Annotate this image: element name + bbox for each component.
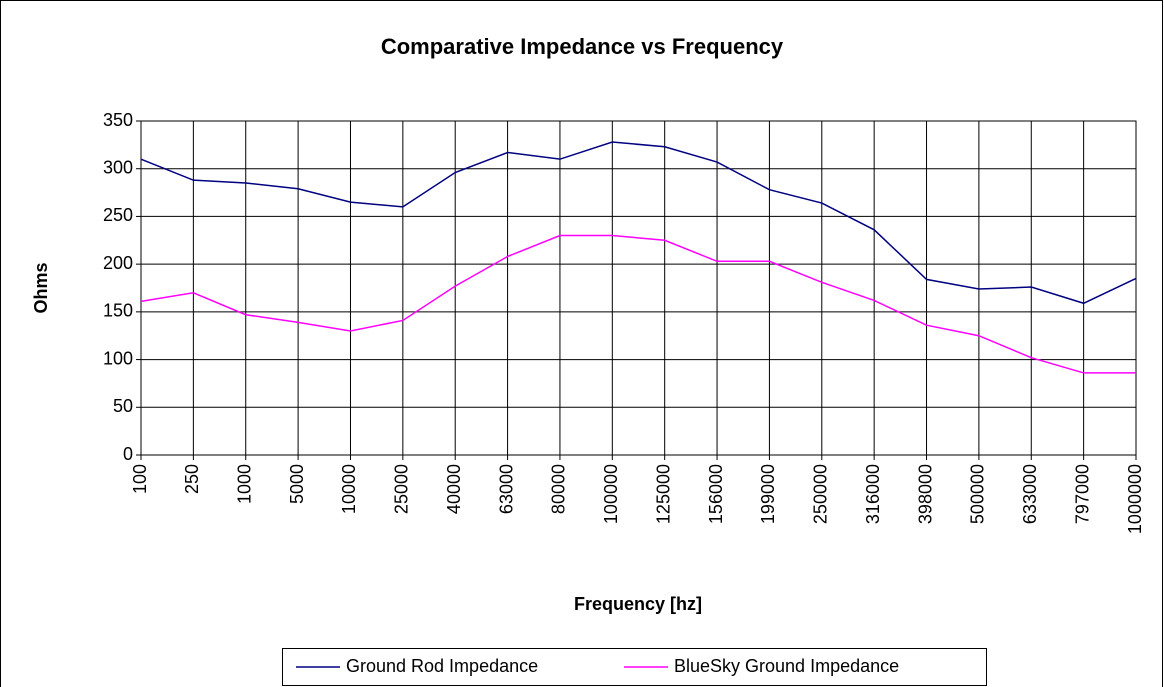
x-tick-label: 1000000 xyxy=(1125,464,1145,534)
x-tick-label: 633000 xyxy=(1020,464,1040,524)
x-tick-label: 100000 xyxy=(601,464,621,524)
x-tick-label: 500000 xyxy=(968,464,988,524)
y-tick-label: 250 xyxy=(103,205,133,225)
x-tick-label: 199000 xyxy=(758,464,778,524)
x-tick-label: 5000 xyxy=(287,464,307,504)
y-tick-label: 200 xyxy=(103,253,133,273)
x-tick-label: 125000 xyxy=(653,464,673,524)
x-tick-label: 250 xyxy=(182,464,202,494)
y-tick-label: 150 xyxy=(103,301,133,321)
y-tick-label: 0 xyxy=(123,444,133,464)
x-tick-label: 100 xyxy=(130,464,150,494)
x-tick-label: 156000 xyxy=(706,464,726,524)
series-line xyxy=(140,234,1136,374)
x-tick-label: 25000 xyxy=(392,464,412,514)
x-axis-title: Frequency [hz] xyxy=(574,594,702,614)
x-tick-label: 316000 xyxy=(863,464,883,524)
y-tick-label: 50 xyxy=(113,396,133,416)
x-tick-label: 1000 xyxy=(234,464,254,504)
y-tick-label: 100 xyxy=(103,348,133,368)
y-axis-title: Ohms xyxy=(31,262,51,313)
y-tick-label: 350 xyxy=(103,110,133,130)
legend-label: Ground Rod Impedance xyxy=(346,656,538,676)
series-line xyxy=(140,141,1137,305)
legend-label: BlueSky Ground Impedance xyxy=(674,656,899,676)
chart-title: Comparative Impedance vs Frequency xyxy=(381,34,784,59)
x-tick-label: 398000 xyxy=(915,464,935,524)
x-tick-label: 10000 xyxy=(339,464,359,514)
x-tick-label: 80000 xyxy=(549,464,569,514)
x-tick-label: 63000 xyxy=(496,464,516,514)
x-tick-label: 40000 xyxy=(444,464,464,514)
x-tick-label: 797000 xyxy=(1072,464,1092,524)
y-tick-label: 300 xyxy=(103,157,133,177)
x-tick-label: 250000 xyxy=(811,464,831,524)
